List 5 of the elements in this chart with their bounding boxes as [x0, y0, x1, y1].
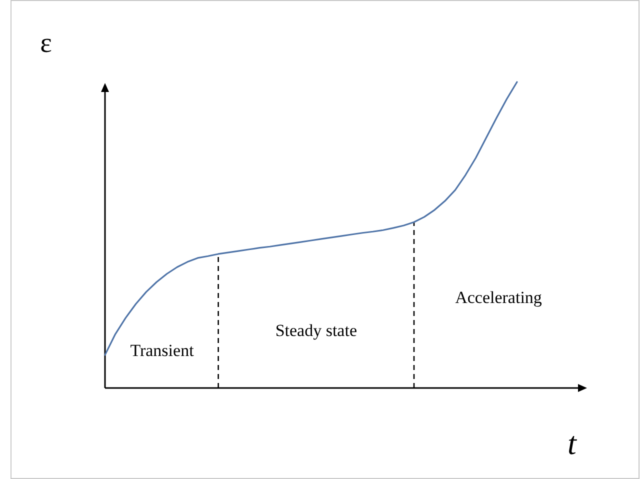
annotation: Accelerating — [455, 288, 542, 307]
annotation: Steady state — [275, 321, 357, 340]
annotation: Transient — [130, 341, 194, 360]
y-axis-title: ε — [40, 28, 52, 59]
x-axis-title: t — [568, 425, 578, 461]
